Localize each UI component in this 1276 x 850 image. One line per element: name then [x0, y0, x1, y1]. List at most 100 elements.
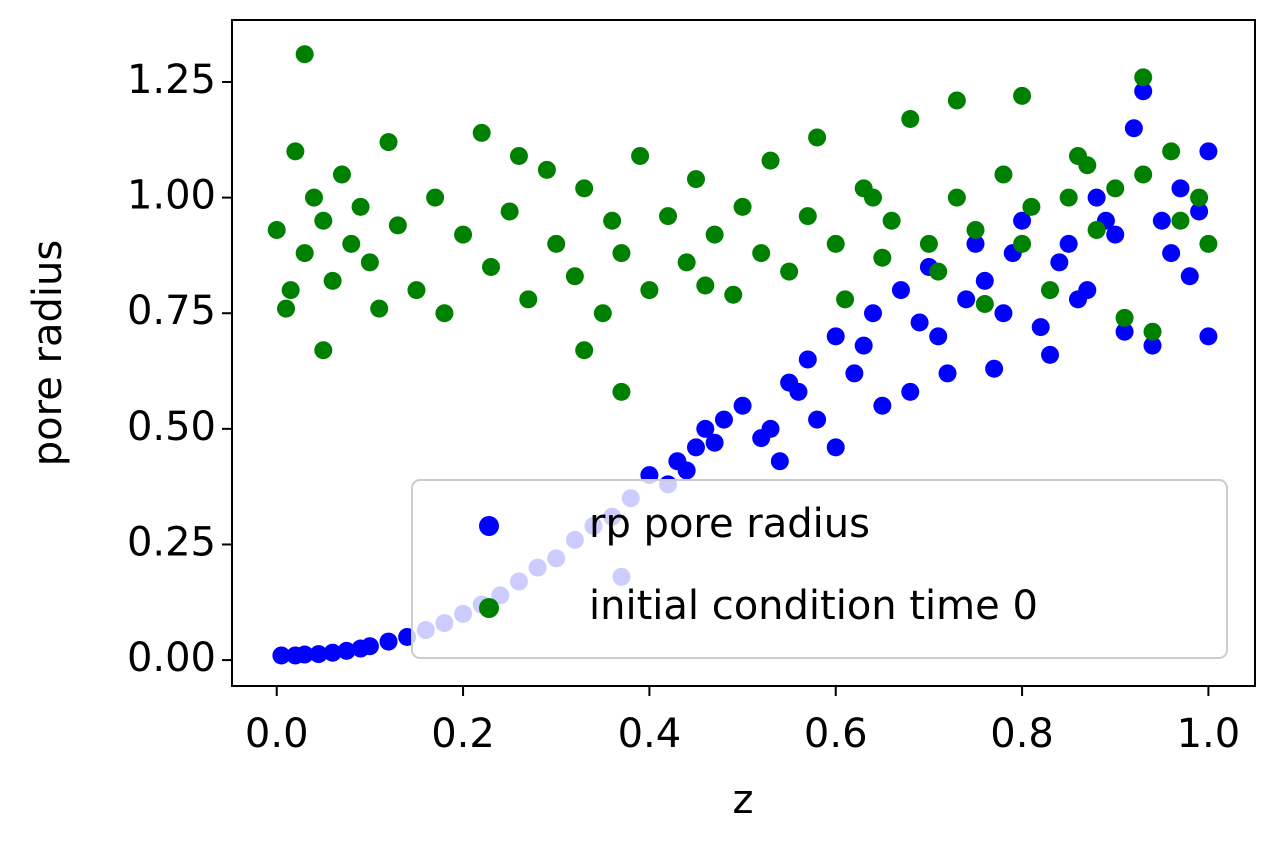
- point: [314, 341, 333, 360]
- point: [873, 248, 892, 267]
- point: [295, 45, 314, 64]
- point: [659, 207, 678, 226]
- point: [388, 216, 407, 235]
- point: [1152, 211, 1171, 230]
- point: [314, 211, 333, 230]
- legend-label: initial condition time 0: [589, 583, 1038, 629]
- point: [1031, 318, 1050, 337]
- point: [770, 452, 789, 471]
- point: [938, 364, 957, 383]
- point: [798, 207, 817, 226]
- point: [677, 253, 696, 272]
- y-tick-label: 0.25: [127, 519, 216, 565]
- point: [1013, 211, 1032, 230]
- y-tick-label: 1.00: [127, 173, 216, 219]
- point: [826, 234, 845, 253]
- point: [295, 645, 314, 664]
- point: [985, 359, 1004, 378]
- point: [267, 220, 286, 239]
- point: [1022, 197, 1041, 216]
- x-axis-label: z: [733, 777, 754, 823]
- point: [1013, 86, 1032, 105]
- point: [304, 188, 323, 207]
- point: [1134, 82, 1153, 101]
- point: [1124, 119, 1143, 138]
- point: [696, 276, 715, 295]
- point: [910, 313, 929, 332]
- point: [426, 188, 445, 207]
- point: [733, 197, 752, 216]
- point: [351, 197, 370, 216]
- point: [957, 290, 976, 309]
- point: [612, 244, 631, 263]
- point: [1041, 281, 1060, 300]
- point: [929, 262, 948, 281]
- point: [845, 364, 864, 383]
- point: [733, 396, 752, 415]
- point: [1087, 188, 1106, 207]
- point: [482, 257, 501, 276]
- point: [472, 123, 491, 142]
- point: [272, 646, 291, 665]
- x-tick-label: 0.0: [245, 711, 309, 757]
- point: [454, 225, 473, 244]
- point: [435, 304, 454, 323]
- point: [966, 234, 985, 253]
- axes-frame: [231, 19, 1256, 687]
- point: [323, 643, 342, 662]
- point: [1162, 244, 1181, 263]
- point: [901, 382, 920, 401]
- point: [612, 382, 631, 401]
- point: [1171, 179, 1190, 198]
- point: [752, 244, 771, 263]
- x-tick-label: 0.4: [618, 711, 682, 757]
- point: [565, 267, 584, 286]
- point: [537, 160, 556, 179]
- point: [519, 290, 538, 309]
- point: [1199, 234, 1218, 253]
- point: [500, 202, 519, 221]
- point: [407, 281, 426, 300]
- point: [1068, 290, 1087, 309]
- point: [854, 336, 873, 355]
- point: [882, 211, 901, 230]
- point: [994, 165, 1013, 184]
- point: [575, 179, 594, 198]
- x-tick-label: 1.0: [1177, 711, 1241, 757]
- y-tick-label: 0.75: [127, 288, 216, 334]
- point: [891, 281, 910, 300]
- point: [761, 419, 780, 438]
- point: [836, 290, 855, 309]
- point: [975, 271, 994, 290]
- point: [808, 128, 827, 147]
- point: [1143, 336, 1162, 355]
- legend-label: rp pore radius: [589, 501, 870, 547]
- point: [1190, 188, 1209, 207]
- point: [370, 299, 389, 318]
- point: [826, 327, 845, 346]
- point: [631, 146, 650, 165]
- point: [1162, 142, 1181, 161]
- point: [901, 109, 920, 128]
- point: [966, 220, 985, 239]
- point: [1041, 345, 1060, 364]
- point: [379, 632, 398, 651]
- point: [1115, 308, 1134, 327]
- point: [1115, 322, 1134, 341]
- point: [509, 146, 528, 165]
- point: [761, 151, 780, 170]
- point: [379, 133, 398, 152]
- legend-marker: [479, 516, 499, 536]
- point: [1078, 156, 1097, 175]
- point: [1199, 142, 1218, 161]
- x-tick-label: 0.6: [804, 711, 868, 757]
- point: [724, 285, 743, 304]
- point: [286, 142, 305, 161]
- point: [686, 438, 705, 457]
- point: [677, 461, 696, 480]
- y-tick-label: 1.25: [127, 57, 216, 103]
- point: [919, 234, 938, 253]
- point: [360, 253, 379, 272]
- point: [1134, 68, 1153, 87]
- point: [1106, 179, 1125, 198]
